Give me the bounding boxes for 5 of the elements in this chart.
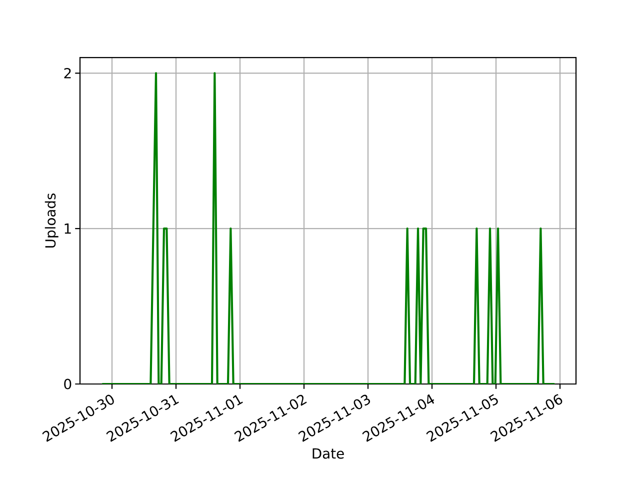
y-tick-label: 2 — [64, 68, 71, 78]
x-axis-title: Date — [312, 448, 344, 459]
y-tick-label: 1 — [64, 224, 71, 234]
y-axis-title: Uploads — [44, 194, 58, 248]
y-tick-label: 0 — [64, 378, 72, 390]
